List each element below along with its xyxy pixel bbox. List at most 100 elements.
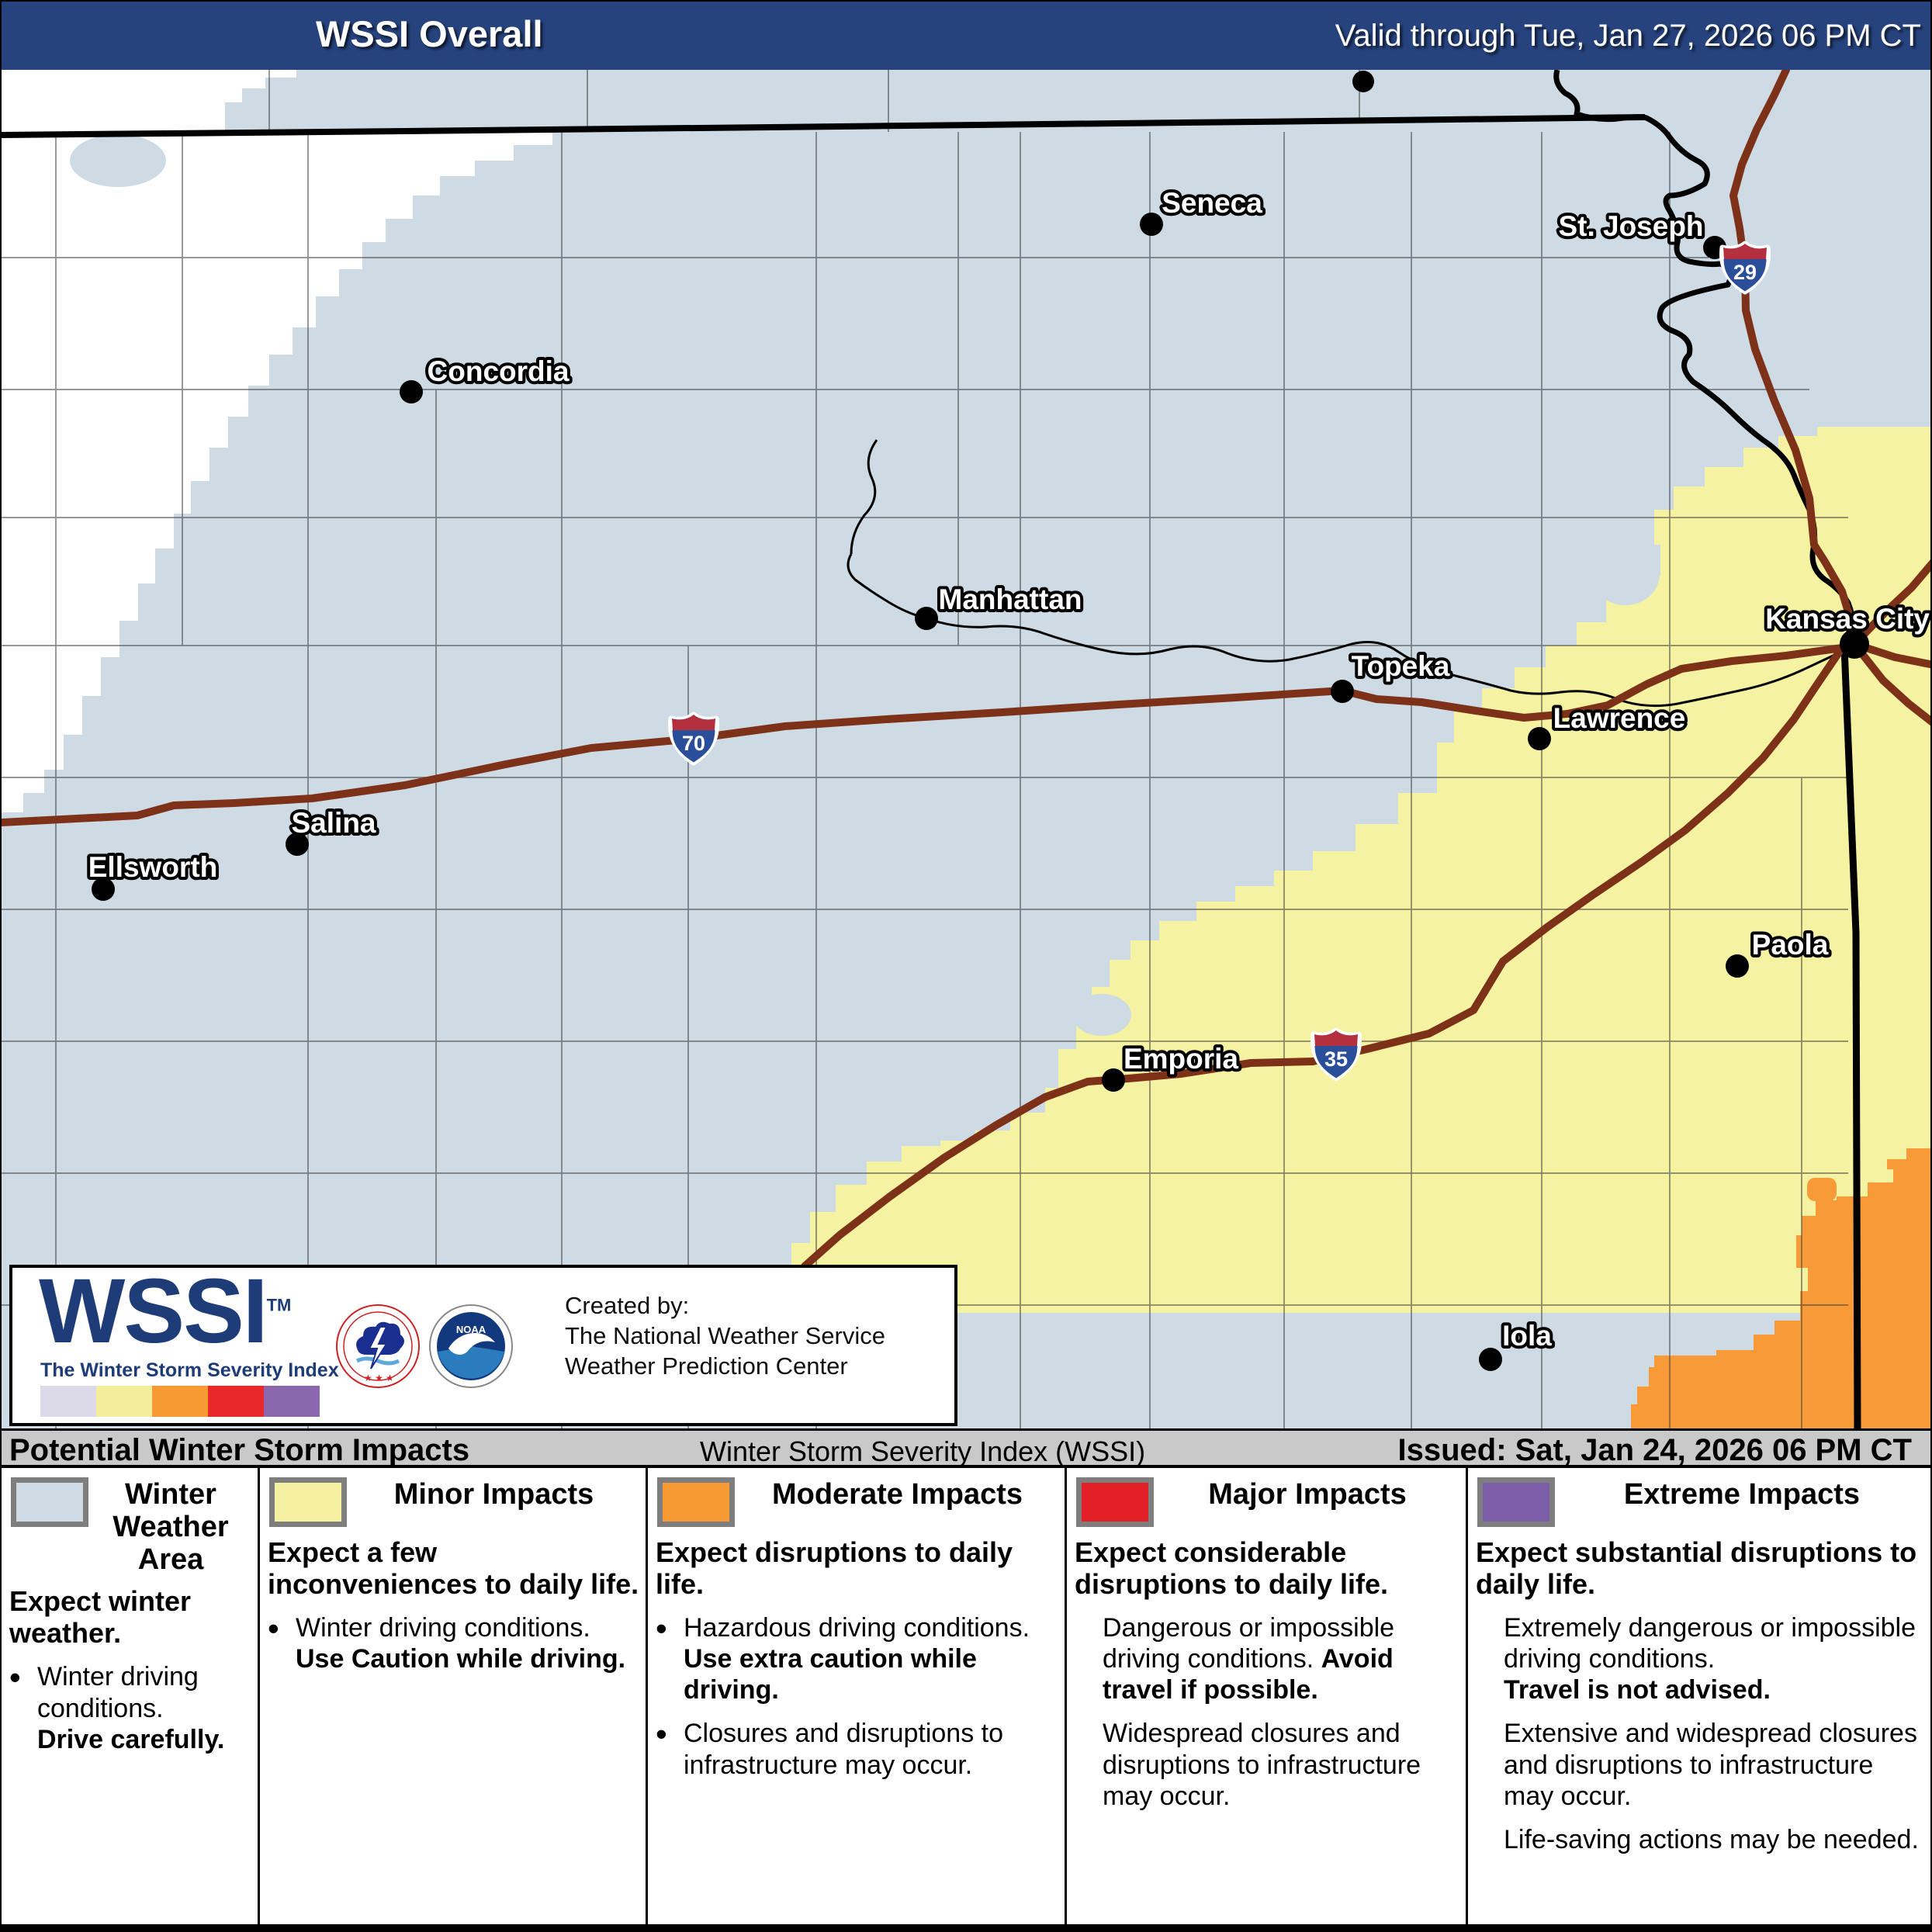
wssi-wordmark: WSSITM (39, 1260, 292, 1362)
trademark-symbol: TM (266, 1295, 292, 1315)
city-label: Iola (1502, 1320, 1552, 1352)
wssi-tagline: The Winter Storm Severity Index (40, 1359, 339, 1381)
city-label: Kansas City (1765, 603, 1930, 635)
city-dot (1331, 680, 1354, 703)
info-bar: Potential Winter Storm Impacts Winter St… (2, 1428, 1930, 1468)
legend-swatch (1076, 1477, 1154, 1527)
interstate-shields-layer: 29 70 35 (668, 241, 1771, 1082)
city-label: Concordia (428, 355, 570, 387)
legend-title: Major Impacts (1208, 1478, 1407, 1511)
legend-item: Widespread closures and disruptions to i… (1067, 1705, 1466, 1811)
severity-color-chip (96, 1386, 152, 1417)
legend-item-text: Extensive and widespread closures and di… (1504, 1719, 1917, 1811)
legend-item-text: Winter driving conditions. (296, 1613, 590, 1643)
legend-lead: Expect considerable disruptions to daily… (1075, 1536, 1389, 1601)
interstate-35-shield: 35 (1311, 1027, 1362, 1082)
city-dot (1528, 727, 1551, 750)
legend-swatch (657, 1477, 735, 1527)
legend-lead: Expect substantial disruptions to daily … (1476, 1536, 1917, 1601)
interstate-number: 29 (1733, 261, 1757, 284)
interstate-35-road (801, 644, 1846, 1270)
interstate-number: 35 (1324, 1047, 1348, 1071)
legend-item-text: Dangerous or impossible driving conditio… (1103, 1613, 1395, 1674)
interstate-70-shield: 70 (668, 712, 719, 766)
lake (70, 134, 166, 187)
city-label: Emporia (1124, 1043, 1238, 1075)
valid-through-text: Valid through Tue, Jan 27, 2026 06 PM CT (1335, 19, 1921, 53)
legend-column-moderate-impacts: Moderate Impacts Expect disruptions to da… (648, 1468, 1067, 1924)
legend-item-text: Avoid travel if possible. (1103, 1644, 1394, 1705)
interstate-29-road (1729, 70, 1858, 648)
svg-text:★ ★ ★: ★ ★ ★ (364, 1373, 394, 1383)
legend-item: Extremely dangerous or impossible drivin… (1468, 1600, 1930, 1705)
region-no-impact-wedge (2, 132, 552, 812)
city-dot (1102, 1068, 1125, 1092)
legend-column-major-impacts: Major Impacts Expect considerable disrupt… (1067, 1468, 1468, 1924)
created-by-line3: Weather Prediction Center (565, 1352, 848, 1380)
city-dot (92, 878, 115, 901)
noaa-logo: NOAA (429, 1304, 513, 1388)
rivers (847, 439, 1845, 708)
severity-color-chip (40, 1386, 96, 1417)
severity-color-chip (152, 1386, 208, 1417)
city-dot (1352, 71, 1374, 92)
legend-item-text: Travel is not advised. (1504, 1675, 1771, 1705)
legend-column-winter-weather-area: Winter Weather Area Expect winter weather… (2, 1468, 260, 1924)
legend-item: Winter driving conditions.Drive carefull… (2, 1649, 258, 1754)
county-lines (2, 70, 1848, 1428)
interstate-70-road (2, 644, 1846, 826)
city-label: Ellsworth (88, 851, 218, 883)
city-dot (1479, 1348, 1502, 1371)
map-canvas: Seneca St. Joseph Concordia Manhattan Topeka… (2, 70, 1930, 1428)
kc-spoke-northeast (1851, 559, 1930, 648)
created-by-line1: Created by: (565, 1292, 690, 1319)
legend-column-extreme-impacts: Extreme Impacts Expect substantial disrup… (1468, 1468, 1930, 1924)
lake (1591, 543, 1660, 605)
legend-title: Winter Weather Area (113, 1478, 229, 1576)
kc-spoke-southeast (1851, 640, 1930, 726)
region-no-impact-north (2, 70, 296, 132)
info-bar-title: Potential Winter Storm Impacts (9, 1433, 470, 1467)
interstate-number: 70 (682, 732, 705, 755)
city-label: Paola (1752, 929, 1829, 961)
city-dot (400, 380, 423, 403)
legend-item-text: Drive carefully. (37, 1724, 225, 1754)
city-label: Manhattan (939, 583, 1082, 615)
legend-item: Life-saving actions may be needed. (1468, 1812, 1930, 1855)
legend-item: Winter driving conditions. Use Caution w… (260, 1600, 646, 1674)
issued-text: Issued: Sat, Jan 24, 2026 06 PM CT (1397, 1433, 1912, 1467)
region-moderate-blob (1807, 1178, 1837, 1201)
legend-item-text: Closures and disruptions to infrastructu… (684, 1719, 1004, 1780)
legend-swatch (11, 1477, 88, 1527)
created-by-text: Created by: The National Weather Service… (565, 1291, 885, 1381)
info-bar-subtitle: Winter Storm Severity Index (WSSI) (700, 1435, 1146, 1467)
legend-item-text: Winter driving conditions. (37, 1662, 199, 1723)
city-label: Salina (292, 807, 376, 839)
legend-item-text: Widespread closures and disruptions to i… (1103, 1719, 1421, 1811)
city-dot (1726, 954, 1749, 978)
legend-item: Dangerous or impossible driving conditio… (1067, 1600, 1466, 1705)
severity-color-strip (40, 1386, 320, 1417)
legend-swatch (269, 1477, 347, 1527)
city-dot (286, 833, 309, 856)
legend-item-text: Use Caution while driving. (296, 1644, 626, 1674)
legend-item: Extensive and widespread closures and di… (1468, 1705, 1930, 1811)
legend-item: Hazardous driving conditions. Use extra … (648, 1600, 1065, 1705)
created-by-line2: The National Weather Service (565, 1321, 885, 1349)
highways (2, 70, 1930, 1270)
nws-logo: ★ ★ ★ (336, 1304, 420, 1388)
city-labels-layer: Seneca St. Joseph Concordia Manhattan Topeka… (85, 71, 1930, 1371)
lake (1072, 994, 1131, 1036)
city-label: Topeka (1352, 650, 1450, 682)
header-bar: WSSI Overall Valid through Tue, Jan 27, … (2, 2, 1930, 70)
impact-legend: Winter Weather Area Expect winter weather… (2, 1468, 1930, 1930)
legend-item-text: Use extra caution while driving. (684, 1644, 977, 1705)
legend-item-text: Life-saving actions may be needed. (1504, 1824, 1919, 1854)
legend-lead: Expect a few inconveniences to daily lif… (268, 1536, 639, 1601)
legend-lead: Expect winter weather. (9, 1585, 192, 1650)
legend-title: Moderate Impacts (771, 1478, 1023, 1511)
severity-color-chip (264, 1386, 320, 1417)
city-dot (1140, 213, 1163, 236)
page-title: WSSI Overall (316, 13, 543, 54)
legend-item-text: Hazardous driving conditions. (684, 1613, 1030, 1643)
